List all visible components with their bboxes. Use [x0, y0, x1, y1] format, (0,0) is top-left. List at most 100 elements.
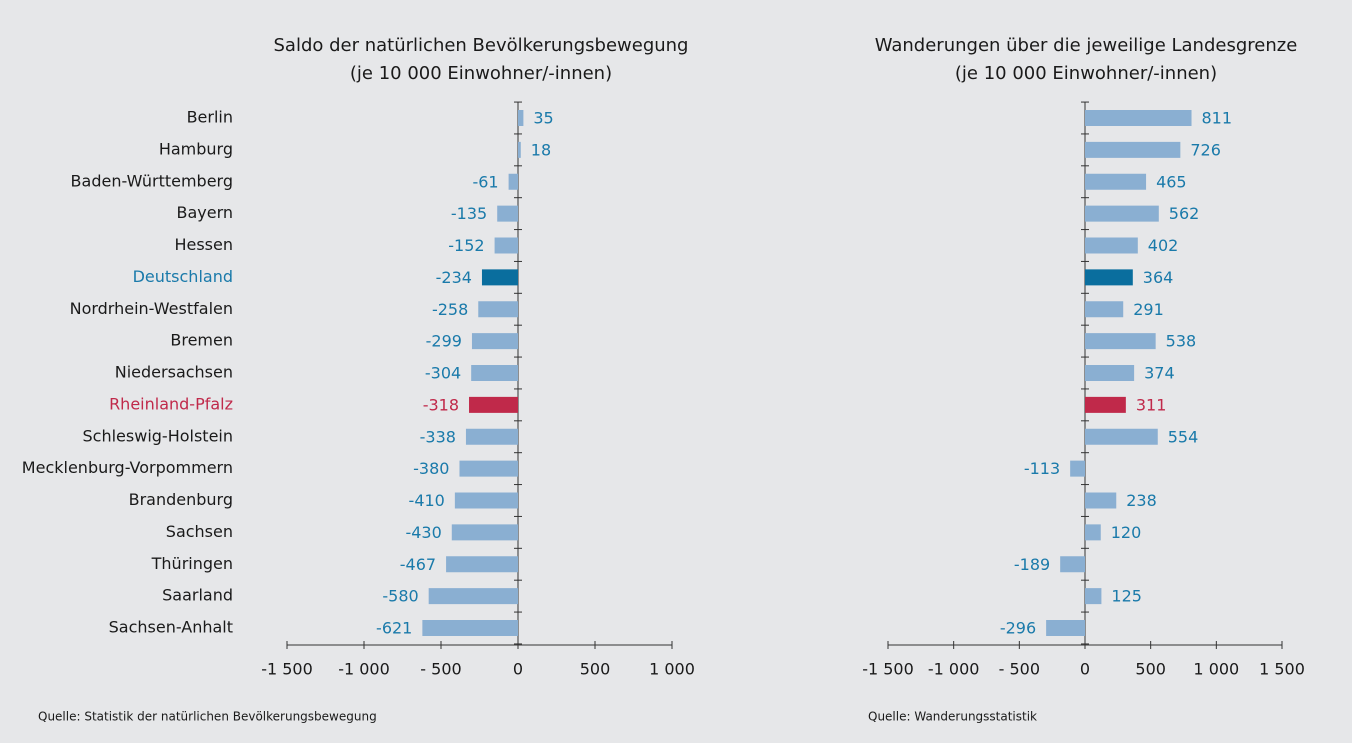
bar [1085, 110, 1192, 126]
bar [1085, 301, 1124, 318]
bar [428, 588, 518, 605]
chart-title: Saldo der natürlichen Bevölkerungsbewegu… [274, 35, 689, 56]
bar [1060, 556, 1085, 573]
category-label: Schleswig-Holstein [83, 426, 233, 445]
x-tick-label: -1 500 [261, 660, 313, 679]
bar [469, 396, 518, 413]
value-label: -621 [376, 619, 412, 638]
category-label: Rheinland-Pfalz [109, 394, 233, 413]
value-label: 402 [1148, 236, 1179, 255]
category-label: Bremen [170, 331, 233, 350]
category-label: Berlin [187, 108, 233, 127]
bar [1085, 269, 1133, 286]
bar [465, 428, 518, 445]
x-tick-label: -1 000 [928, 660, 980, 679]
category-label: Sachsen [166, 522, 233, 541]
bar [1070, 460, 1085, 477]
x-tick-label: 500 [580, 660, 611, 679]
value-label: -299 [426, 332, 462, 351]
bar [1085, 492, 1117, 509]
bar [481, 269, 518, 286]
x-tick-label: -1 000 [338, 660, 390, 679]
value-label: -189 [1014, 555, 1050, 574]
value-label: 554 [1168, 427, 1199, 446]
bar [422, 620, 518, 636]
bar [1046, 620, 1085, 636]
category-label: Mecklenburg-Vorpommern [22, 458, 233, 477]
value-label: 562 [1169, 204, 1200, 223]
category-label: Thüringen [151, 554, 233, 573]
category-label: Bayern [176, 203, 233, 222]
category-label: Nordrhein-Westfalen [70, 299, 233, 318]
x-tick-label: 0 [513, 660, 523, 679]
bar [446, 556, 518, 573]
x-tick-label: 500 [1135, 660, 1166, 679]
value-label: -234 [436, 268, 472, 287]
value-label: -338 [420, 427, 456, 446]
value-label: 364 [1143, 268, 1174, 287]
value-label: 811 [1202, 109, 1233, 128]
value-label: -304 [425, 364, 461, 383]
value-label: -152 [448, 236, 484, 255]
bar [1085, 365, 1135, 381]
value-label: -296 [1000, 619, 1036, 638]
value-label: 35 [533, 109, 553, 128]
value-label: 238 [1126, 491, 1157, 510]
category-label: Brandenburg [129, 490, 233, 509]
value-label: 311 [1136, 395, 1167, 414]
bar [471, 365, 518, 381]
bar [1085, 205, 1159, 222]
bar [471, 333, 518, 350]
bar [1085, 588, 1102, 605]
bar [497, 205, 518, 222]
bar [1085, 524, 1101, 541]
value-label: -113 [1024, 459, 1060, 478]
x-tick-label: - 500 [999, 660, 1040, 679]
bar [1085, 428, 1158, 445]
value-label: -318 [423, 395, 459, 414]
value-label: 465 [1156, 172, 1187, 191]
chart-subtitle: (je 10 000 Einwohner/-innen) [350, 63, 612, 84]
category-label: Hamburg [159, 139, 233, 158]
bar [508, 173, 518, 190]
chart-title: Wanderungen über die jeweilige Landesgre… [875, 35, 1298, 56]
x-tick-label: -1 500 [862, 660, 914, 679]
value-label: -258 [432, 300, 468, 319]
chart-subtitle: (je 10 000 Einwohner/-innen) [955, 63, 1217, 84]
bar [1085, 141, 1181, 158]
x-tick-label: 0 [1080, 660, 1090, 679]
x-tick-label: 1 000 [1193, 660, 1239, 679]
value-label: 726 [1190, 140, 1221, 159]
bar [459, 460, 518, 477]
bar [494, 237, 518, 254]
x-tick-label: - 500 [420, 660, 461, 679]
bar [1085, 173, 1147, 190]
bar [1085, 396, 1126, 413]
value-label: 374 [1144, 364, 1175, 383]
bar [451, 524, 518, 541]
source: Quelle: Wanderungsstatistik [868, 710, 1037, 724]
x-tick-label: 1 000 [649, 660, 695, 679]
value-label: -61 [472, 172, 498, 191]
category-label: Baden-Württemberg [71, 171, 233, 190]
bar [454, 492, 518, 509]
bar [1085, 333, 1156, 350]
bar [478, 301, 518, 318]
bar [1085, 237, 1138, 254]
value-label: -135 [451, 204, 487, 223]
value-label: 125 [1111, 587, 1142, 606]
value-label: 120 [1111, 523, 1142, 542]
category-label: Deutschland [133, 267, 233, 286]
category-label: Saarland [162, 586, 233, 605]
source: Quelle: Statistik der natürlichen Bevölk… [38, 710, 377, 724]
value-label: -580 [382, 587, 418, 606]
bar [518, 141, 521, 158]
value-label: -467 [400, 555, 436, 574]
value-label: 18 [531, 140, 551, 159]
category-label: Hessen [174, 235, 233, 254]
x-tick-label: 1 500 [1259, 660, 1305, 679]
category-label: Niedersachsen [115, 363, 233, 382]
category-label: Sachsen-Anhalt [109, 618, 233, 637]
value-label: 538 [1166, 332, 1197, 351]
